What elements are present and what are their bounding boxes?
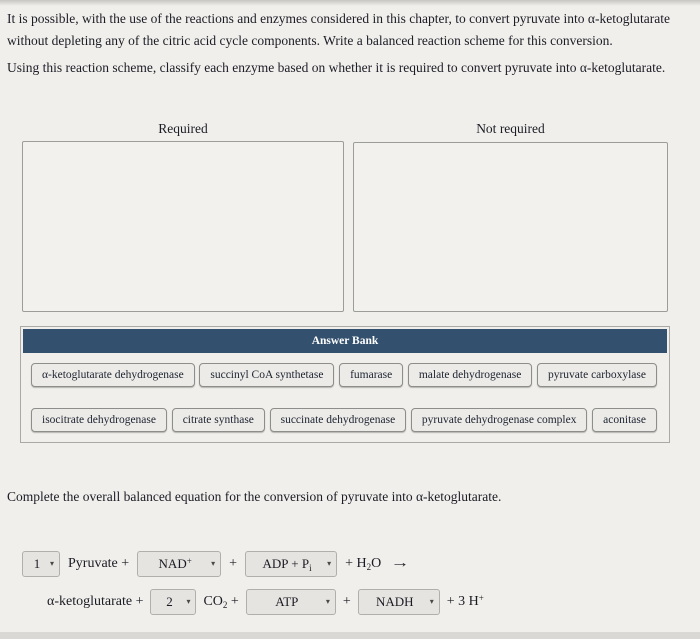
chevron-down-icon: ▾ [327, 559, 332, 568]
chip-fumarase[interactable]: fumarase [339, 363, 404, 387]
co2-term: CO2 + [203, 594, 239, 611]
chevron-down-icon: ▾ [211, 559, 216, 568]
chip-alpha-ketoglutarate-dehydrogenase[interactable]: α-ketoglutarate dehydrogenase [31, 363, 195, 387]
intro-paragraph-2: Using this reaction scheme, classify eac… [7, 60, 666, 75]
plus-sign: + [342, 594, 351, 609]
plus-sign: + [229, 556, 238, 571]
chevron-down-icon: ▾ [49, 559, 54, 568]
reaction-arrow: → [390, 556, 410, 571]
proton-term: + 3 H+ [446, 592, 484, 609]
chevron-down-icon: ▾ [325, 597, 330, 606]
equation-instruction: Complete the overall balanced equation f… [7, 489, 502, 504]
chip-citrate-synthase[interactable]: citrate synthase [171, 408, 265, 432]
chip-aconitase[interactable]: aconitase [592, 408, 657, 432]
equation-line-2: α-ketoglutarate + 2 ▾ CO2 + ATP ▾ + NADH… [47, 589, 484, 615]
chip-pyruvate-carboxylase[interactable]: pyruvate carboxylase [536, 363, 657, 387]
pyruvate-term: Pyruvate + [68, 556, 130, 571]
dropdown-value: NADH [375, 594, 414, 609]
adp-pi-dropdown[interactable]: ADP + Pi ▾ [245, 551, 338, 577]
intro-paragraph-1: It is possible, with the use of the reac… [7, 11, 670, 48]
not-required-bin-label: Not required [476, 121, 545, 136]
chip-malate-dehydrogenase[interactable]: malate dehydrogenase [407, 363, 533, 387]
chip-succinyl-coa-synthetase[interactable]: succinyl CoA synthetase [199, 363, 335, 387]
alpha-ketoglutarate-term: α-ketoglutarate + [47, 594, 144, 609]
dropdown-value: ADP + Pi [262, 556, 312, 574]
dropdown-value: NAD+ [158, 555, 192, 571]
answer-bank-header: Answer Bank [23, 329, 667, 353]
answer-bank: Answer Bank α-ketoglutarate dehydrogenas… [20, 326, 670, 443]
water-term: + H2O → [345, 556, 410, 573]
chip-succinate-dehydrogenase[interactable]: succinate dehydrogenase [269, 408, 407, 432]
required-drop-zone[interactable] [22, 141, 344, 312]
equation-line-1: 1 ▾ Pyruvate + NAD+ ▾ + ADP + Pi ▾ + H2O… [22, 551, 410, 577]
not-required-drop-zone[interactable] [353, 142, 668, 312]
nadh-dropdown[interactable]: NADH ▾ [357, 589, 440, 615]
page-bottom-edge [0, 632, 700, 639]
answer-bank-row-1: α-ketoglutarate dehydrogenase succinyl C… [31, 363, 657, 387]
dropdown-value: ATP [275, 594, 299, 609]
required-bin-label: Required [158, 121, 208, 136]
chevron-down-icon: ▾ [429, 597, 434, 606]
chip-pyruvate-dehydrogenase-complex[interactable]: pyruvate dehydrogenase complex [410, 408, 588, 432]
atp-dropdown[interactable]: ATP ▾ [245, 589, 336, 615]
dropdown-value: 2 [166, 594, 173, 609]
co2-coefficient-dropdown[interactable]: 2 ▾ [150, 589, 197, 615]
pyruvate-coefficient-dropdown[interactable]: 1 ▾ [22, 551, 60, 577]
chip-isocitrate-dehydrogenase[interactable]: isocitrate dehydrogenase [31, 408, 167, 432]
dropdown-value: 1 [33, 556, 41, 571]
chevron-down-icon: ▾ [186, 597, 191, 606]
answer-bank-row-2: isocitrate dehydrogenase citrate synthas… [31, 408, 657, 432]
nad-dropdown[interactable]: NAD+ ▾ [137, 551, 222, 577]
page-top-edge [0, 0, 700, 6]
